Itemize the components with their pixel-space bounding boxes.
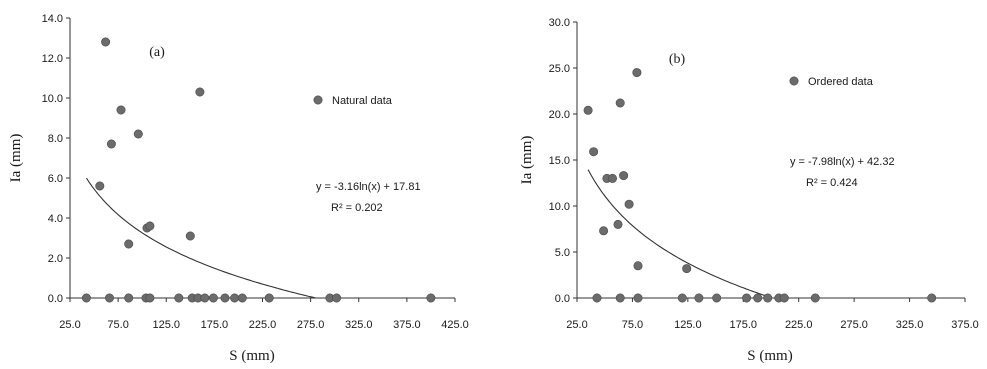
y-tick-label: 12.0 <box>42 53 63 65</box>
x-tick-label: 225.0 <box>785 319 813 331</box>
x-tick-label: 75.0 <box>107 319 128 331</box>
legend: Natural data <box>313 95 393 107</box>
data-point <box>426 293 436 303</box>
x-tick-label: 125.0 <box>152 319 180 331</box>
data-point <box>682 264 692 274</box>
data-point <box>694 293 704 303</box>
y-tick-label: 6.0 <box>48 173 63 185</box>
data-point <box>633 293 643 303</box>
data-point <box>101 37 111 47</box>
x-tick-label: 25.0 <box>59 319 80 331</box>
data-point <box>95 181 105 191</box>
y-tick-label: 5.0 <box>555 247 570 259</box>
legend: Ordered data <box>789 76 874 88</box>
y-tick-label: 25.0 <box>549 63 570 75</box>
data-point <box>195 87 205 97</box>
data-point <box>124 293 134 303</box>
legend-label: Ordered data <box>808 76 874 88</box>
chart-panel-b: 0.0 5.0 10.0 15.0 20.0 25.0 30.0 25.0 75.0 125.0 1… <box>519 17 979 364</box>
trendline-equation: y = -7.98ln(x) + 42.32 <box>790 156 895 168</box>
data-point <box>810 293 820 303</box>
y-tick-label: 30.0 <box>549 17 570 29</box>
data-point <box>208 293 218 303</box>
legend-marker <box>313 95 323 105</box>
data-point <box>583 105 593 115</box>
data-point <box>220 293 230 303</box>
y-tick-label: 15.0 <box>549 155 570 167</box>
y-tick-label: 8.0 <box>48 133 63 145</box>
panel-label: (a) <box>149 45 165 60</box>
x-tick-label: 375.0 <box>393 319 421 331</box>
data-point <box>615 98 625 108</box>
y-axis-title: Ia (mm) <box>519 136 535 185</box>
legend-label: Natural data <box>332 95 393 107</box>
data-point <box>632 68 642 78</box>
chart-panel-a: 0.0 2.0 4.0 6.0 8.0 10.0 12.0 14.0 25.0 75.0 125.0… <box>8 13 469 364</box>
x-tick-label: 275.0 <box>297 319 325 331</box>
data-point <box>633 261 643 271</box>
x-axis-title: S (mm) <box>747 348 792 364</box>
y-tick-label: 10.0 <box>549 201 570 213</box>
x-axis-title: S (mm) <box>229 348 274 364</box>
x-tick-label: 375.0 <box>951 319 979 331</box>
data-point <box>106 139 116 149</box>
data-point <box>105 293 115 303</box>
data-point <box>927 293 937 303</box>
y-tick-label: 14.0 <box>42 13 63 25</box>
data-point <box>185 231 195 241</box>
data-point <box>599 226 609 236</box>
x-tick-label: 325.0 <box>345 319 373 331</box>
data-point <box>607 173 617 183</box>
r-squared-label: R² = 0.202 <box>331 202 383 214</box>
trendline <box>85 177 316 299</box>
data-point <box>677 293 687 303</box>
data-point <box>145 221 155 231</box>
x-tick-label: 175.0 <box>201 319 229 331</box>
data-point <box>174 293 184 303</box>
data-point <box>624 199 634 209</box>
data-point <box>81 293 91 303</box>
x-tick-label: 25.0 <box>566 319 587 331</box>
x-tick-label: 175.0 <box>730 319 758 331</box>
data-point <box>200 293 210 303</box>
data-point <box>237 293 247 303</box>
x-tick-label: 425.0 <box>441 319 469 331</box>
data-point <box>742 293 752 303</box>
data-point <box>619 171 629 181</box>
panel-label: (b) <box>669 52 686 67</box>
x-tick-label: 325.0 <box>896 319 924 331</box>
r-squared-label: R² = 0.424 <box>806 177 858 189</box>
x-tick-label: 75.0 <box>622 319 643 331</box>
data-point <box>753 293 763 303</box>
data-point <box>264 293 274 303</box>
y-tick-label: 2.0 <box>48 253 63 265</box>
data-point <box>230 293 240 303</box>
data-point <box>592 293 602 303</box>
data-point <box>116 105 126 115</box>
trendline <box>587 169 772 299</box>
data-point <box>712 293 722 303</box>
y-tick-label: 0.0 <box>555 293 570 305</box>
data-point <box>124 239 134 249</box>
x-tick-label: 125.0 <box>674 319 702 331</box>
y-tick-label: 4.0 <box>48 213 63 225</box>
data-point <box>613 219 623 229</box>
data-point <box>615 293 625 303</box>
data-point <box>332 293 342 303</box>
data-point <box>145 293 155 303</box>
y-axis-title: Ia (mm) <box>8 134 24 183</box>
y-tick-label: 10.0 <box>42 93 63 105</box>
legend-marker <box>789 76 799 86</box>
x-tick-label: 275.0 <box>840 319 868 331</box>
data-point <box>133 129 143 139</box>
x-tick-label: 225.0 <box>249 319 277 331</box>
trendline-equation: y = -3.16ln(x) + 17.81 <box>316 181 421 193</box>
y-tick-label: 0.0 <box>48 293 63 305</box>
y-tick-label: 20.0 <box>549 109 570 121</box>
data-point <box>589 147 599 157</box>
data-point <box>779 293 789 303</box>
data-point <box>763 293 773 303</box>
